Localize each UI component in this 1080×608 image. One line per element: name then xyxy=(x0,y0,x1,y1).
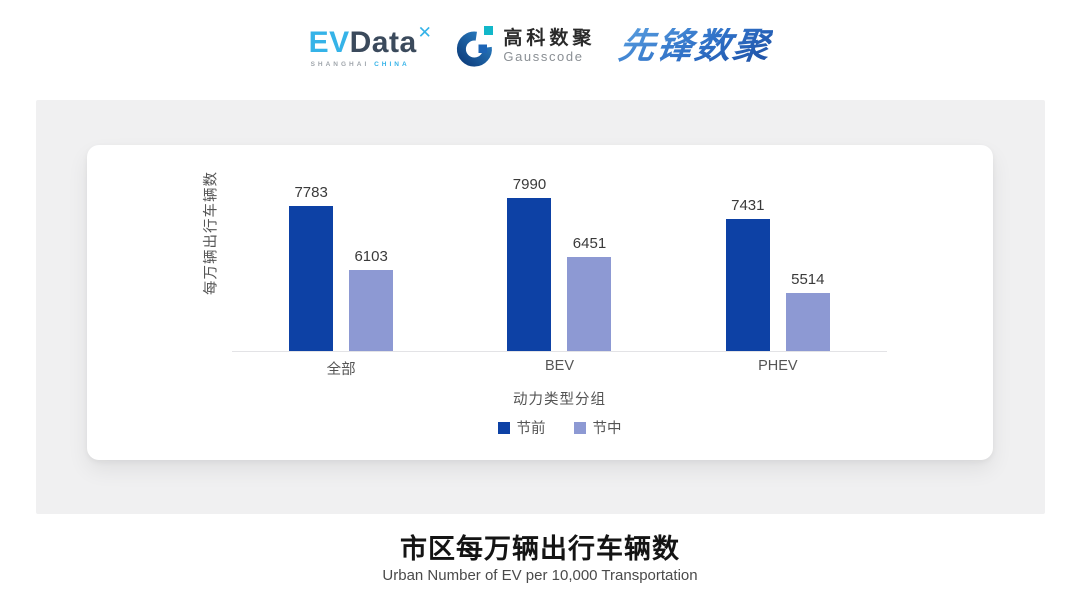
bar-with-label: 5514 xyxy=(785,270,830,351)
bar-pair: 7990 6451 xyxy=(507,175,612,351)
gausscode-cn-text: 高科数聚 xyxy=(503,27,596,49)
legend-label: 节中 xyxy=(592,421,622,437)
legend-swatch-1 xyxy=(573,421,586,434)
evdata-shanghai-text: SHANGHAI xyxy=(310,61,370,68)
legend-swatch-0 xyxy=(497,421,510,434)
y-axis-label: 每万辆出行车辆数 xyxy=(203,171,220,295)
bar-series-0 xyxy=(289,205,334,351)
bar-value-label: 6451 xyxy=(572,234,607,252)
gausscode-logo: 高科数聚 Gausscode xyxy=(456,24,595,68)
legend-label: 节前 xyxy=(516,421,546,437)
category-label: 全部 xyxy=(326,362,356,378)
bar-value-label: 7990 xyxy=(512,175,547,193)
evdata-x-icon: ✕ xyxy=(417,23,433,42)
evdata-wordmark: EVData✕ xyxy=(309,24,433,58)
bar-value-label: 7431 xyxy=(731,197,765,215)
bar-value-label: 7783 xyxy=(294,183,328,201)
chart-panel: 每万辆出行车辆数 7783 6103 7990 6451 7431 5514 全部 BEV P… xyxy=(36,100,1045,514)
legend-item: 节前 xyxy=(497,417,546,438)
bar-series-1 xyxy=(785,292,830,351)
bar-with-label: 6103 xyxy=(349,248,394,351)
chart-card: 每万辆出行车辆数 7783 6103 7990 6451 7431 5514 全部 BEV P… xyxy=(87,145,993,460)
bar-with-label: 7431 xyxy=(725,197,770,351)
gausscode-text: 高科数聚 Gausscode xyxy=(503,28,595,65)
gausscode-en-text: Gausscode xyxy=(503,48,584,64)
plot-area: 7783 6103 7990 6451 7431 5514 xyxy=(232,159,887,352)
bar-with-label: 6451 xyxy=(567,234,612,351)
bar-group: 7783 6103 xyxy=(232,159,450,351)
logo-row: EVData✕ SHANGHAI CHINA 高科数聚 Gausscode xyxy=(0,24,1080,69)
bar-group: 7990 6451 xyxy=(450,159,668,351)
category-label: BEV xyxy=(544,358,574,374)
xianfeng-logo: 先锋数聚 xyxy=(616,25,775,67)
x-axis-label: 动力类型分组 xyxy=(513,392,606,408)
bar-pair: 7431 5514 xyxy=(725,197,830,351)
bar-pair: 7783 6103 xyxy=(289,183,394,351)
bar-series-1 xyxy=(567,256,612,351)
gausscode-g-icon xyxy=(457,26,494,67)
bar-with-label: 7990 xyxy=(507,175,552,351)
legend-item: 节中 xyxy=(573,417,622,438)
evdata-subtext: SHANGHAI CHINA xyxy=(309,61,433,69)
chart-title: 市区每万辆出行车辆数 xyxy=(400,534,680,564)
evdata-logo: EVData✕ SHANGHAI CHINA xyxy=(309,24,433,69)
bar-value-label: 5514 xyxy=(791,270,825,288)
bar-value-label: 6103 xyxy=(354,248,388,266)
category-label: PHEV xyxy=(758,358,798,374)
category-row: 全部 BEV PHEV xyxy=(232,358,887,379)
bar-series-1 xyxy=(349,270,394,351)
evdata-china-text: CHINA xyxy=(374,61,410,68)
chart-subtitle: Urban Number of EV per 10,000 Transporta… xyxy=(382,567,698,584)
bar-series-0 xyxy=(725,219,770,351)
bar-group: 7431 5514 xyxy=(669,159,887,351)
bar-series-0 xyxy=(507,197,552,351)
evdata-data-text: Data xyxy=(349,26,417,59)
legend: 节前 节中 xyxy=(232,417,887,438)
bar-with-label: 7783 xyxy=(289,183,334,351)
evdata-ev-text: EV xyxy=(308,26,350,59)
